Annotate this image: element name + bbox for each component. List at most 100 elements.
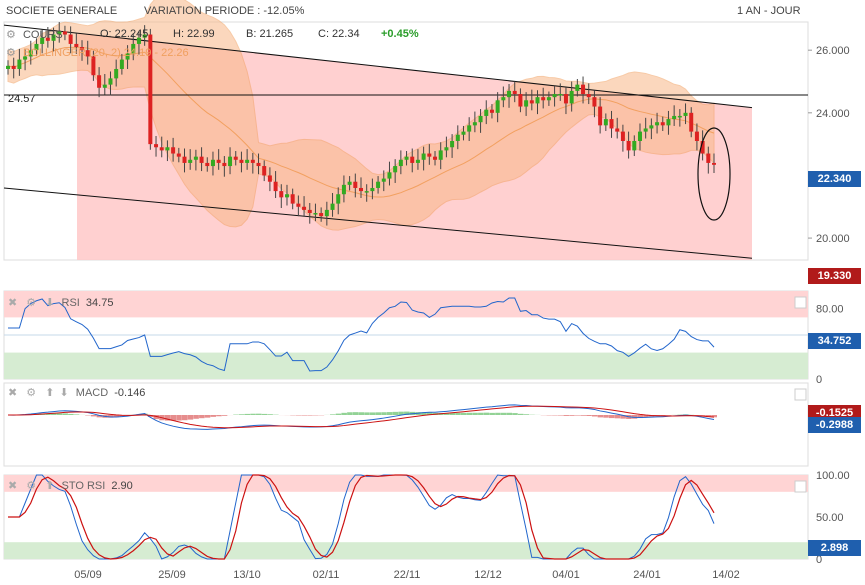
macd-histogram-bar <box>216 415 222 417</box>
sto-label: STO RSI <box>61 480 106 492</box>
macd-histogram-bar <box>142 413 148 415</box>
candle-body <box>233 156 238 160</box>
gear-icon[interactable]: ⚙ <box>6 47 16 59</box>
series-label: COURS <box>22 29 63 41</box>
candle-body <box>171 147 176 154</box>
candle-body <box>643 128 648 132</box>
close-value: C: 22.34 <box>318 28 360 40</box>
candle-body <box>136 37 141 44</box>
candle-body <box>62 31 67 35</box>
candle-body <box>256 162 261 167</box>
y-tick-label: 20.000 <box>816 233 850 245</box>
macd-histogram-bar <box>164 415 171 421</box>
highlight-ellipse <box>697 127 731 221</box>
macd-histogram-bar <box>170 415 177 421</box>
sto-toolbar: ✖ ⚙ ⬆ STO RSI 2.90 <box>8 479 133 492</box>
macd-histogram-bar <box>210 415 216 417</box>
macd-histogram-bar <box>455 412 461 415</box>
candle-body <box>205 162 210 167</box>
candle-body <box>524 100 529 107</box>
candle-body <box>706 153 711 163</box>
candle-body <box>336 194 341 204</box>
candle-body <box>279 191 284 198</box>
last-price-badge: 22.340 <box>808 171 861 187</box>
close-icon[interactable]: ✖ <box>8 480 18 492</box>
rsi-y-tick: 80.00 <box>816 304 844 316</box>
panel-checkbox <box>794 388 807 401</box>
candle-body <box>210 159 215 167</box>
candle-body <box>558 94 563 96</box>
candle-body <box>284 194 289 198</box>
macd-histogram-bar <box>221 415 228 416</box>
candle-body <box>518 94 523 107</box>
candle-body <box>620 131 625 141</box>
candle-body <box>45 37 50 41</box>
sto-badge: 2.898 <box>808 540 861 556</box>
gear-icon[interactable]: ⚙ <box>26 387 37 399</box>
candle-body <box>193 156 198 160</box>
candle-body <box>176 153 181 157</box>
macd-histogram-bar <box>307 415 313 416</box>
macd-histogram-bar <box>358 412 364 415</box>
macd-histogram-bar <box>620 415 626 419</box>
sto-overbought-zone <box>4 475 808 492</box>
gear-icon[interactable]: ⚙ <box>26 297 37 309</box>
arrow-down-icon[interactable]: ⬇ <box>59 387 69 399</box>
panel-checkbox <box>794 296 807 309</box>
candle-body <box>324 209 329 217</box>
candle-body <box>85 50 90 57</box>
candle-body <box>381 178 386 182</box>
macd-histogram-bar <box>404 411 410 415</box>
candle-body <box>11 65 16 69</box>
arrow-up-icon[interactable]: ⬆ <box>45 480 55 492</box>
arrow-down-icon[interactable]: ⬇ <box>45 297 55 309</box>
candle-body <box>421 153 426 160</box>
candle-body <box>245 159 250 163</box>
macd-histogram-bar <box>569 415 575 416</box>
close-icon[interactable]: ✖ <box>8 387 18 399</box>
macd-histogram-bar <box>238 414 245 415</box>
x-axis-label: 04/01 <box>552 569 580 581</box>
change-value: +0.45% <box>381 28 419 40</box>
macd-histogram-bar <box>472 412 478 415</box>
candle-body <box>154 144 159 148</box>
macd-histogram-bar <box>261 413 268 415</box>
macd-histogram-bar <box>460 412 467 415</box>
gear-icon[interactable]: ⚙ <box>6 29 16 41</box>
arrow-up-icon[interactable]: ⬆ <box>45 387 55 399</box>
candle-body <box>700 141 705 154</box>
candle-body <box>131 43 136 54</box>
macd-histogram-bar <box>557 415 564 416</box>
candle-body <box>586 94 591 98</box>
rsi-line <box>8 297 715 372</box>
candle-body <box>478 115 483 123</box>
lower-marker-badge: 19.330 <box>808 268 861 284</box>
macd-histogram-bar <box>341 412 347 415</box>
macd-histogram-bar <box>517 413 524 415</box>
macd-histogram-bar <box>392 411 399 415</box>
candle-body <box>97 75 102 88</box>
candle-body <box>563 94 568 104</box>
period-selector[interactable]: 1 AN - JOUR <box>737 5 801 17</box>
candle-body <box>330 203 335 210</box>
candle-body <box>655 122 660 126</box>
candle-body <box>529 100 534 104</box>
candle-body <box>615 128 620 132</box>
candle-body <box>666 119 671 126</box>
candle-body <box>694 131 699 141</box>
candle-body <box>603 119 608 126</box>
x-axis-label: 24/01 <box>633 569 661 581</box>
candle-body <box>632 141 637 151</box>
close-icon[interactable]: ✖ <box>8 297 18 309</box>
candle-body <box>80 47 85 51</box>
sto-d-line <box>8 474 715 560</box>
gear-icon[interactable]: ⚙ <box>26 480 37 492</box>
macd-histogram-bar <box>113 415 120 418</box>
panel-checkbox <box>794 480 807 493</box>
macd-histogram-bar <box>107 415 114 418</box>
candle-body <box>91 56 96 76</box>
candle-body <box>290 194 295 204</box>
candle-body <box>472 122 477 126</box>
x-axis-label: 02/11 <box>313 569 340 581</box>
